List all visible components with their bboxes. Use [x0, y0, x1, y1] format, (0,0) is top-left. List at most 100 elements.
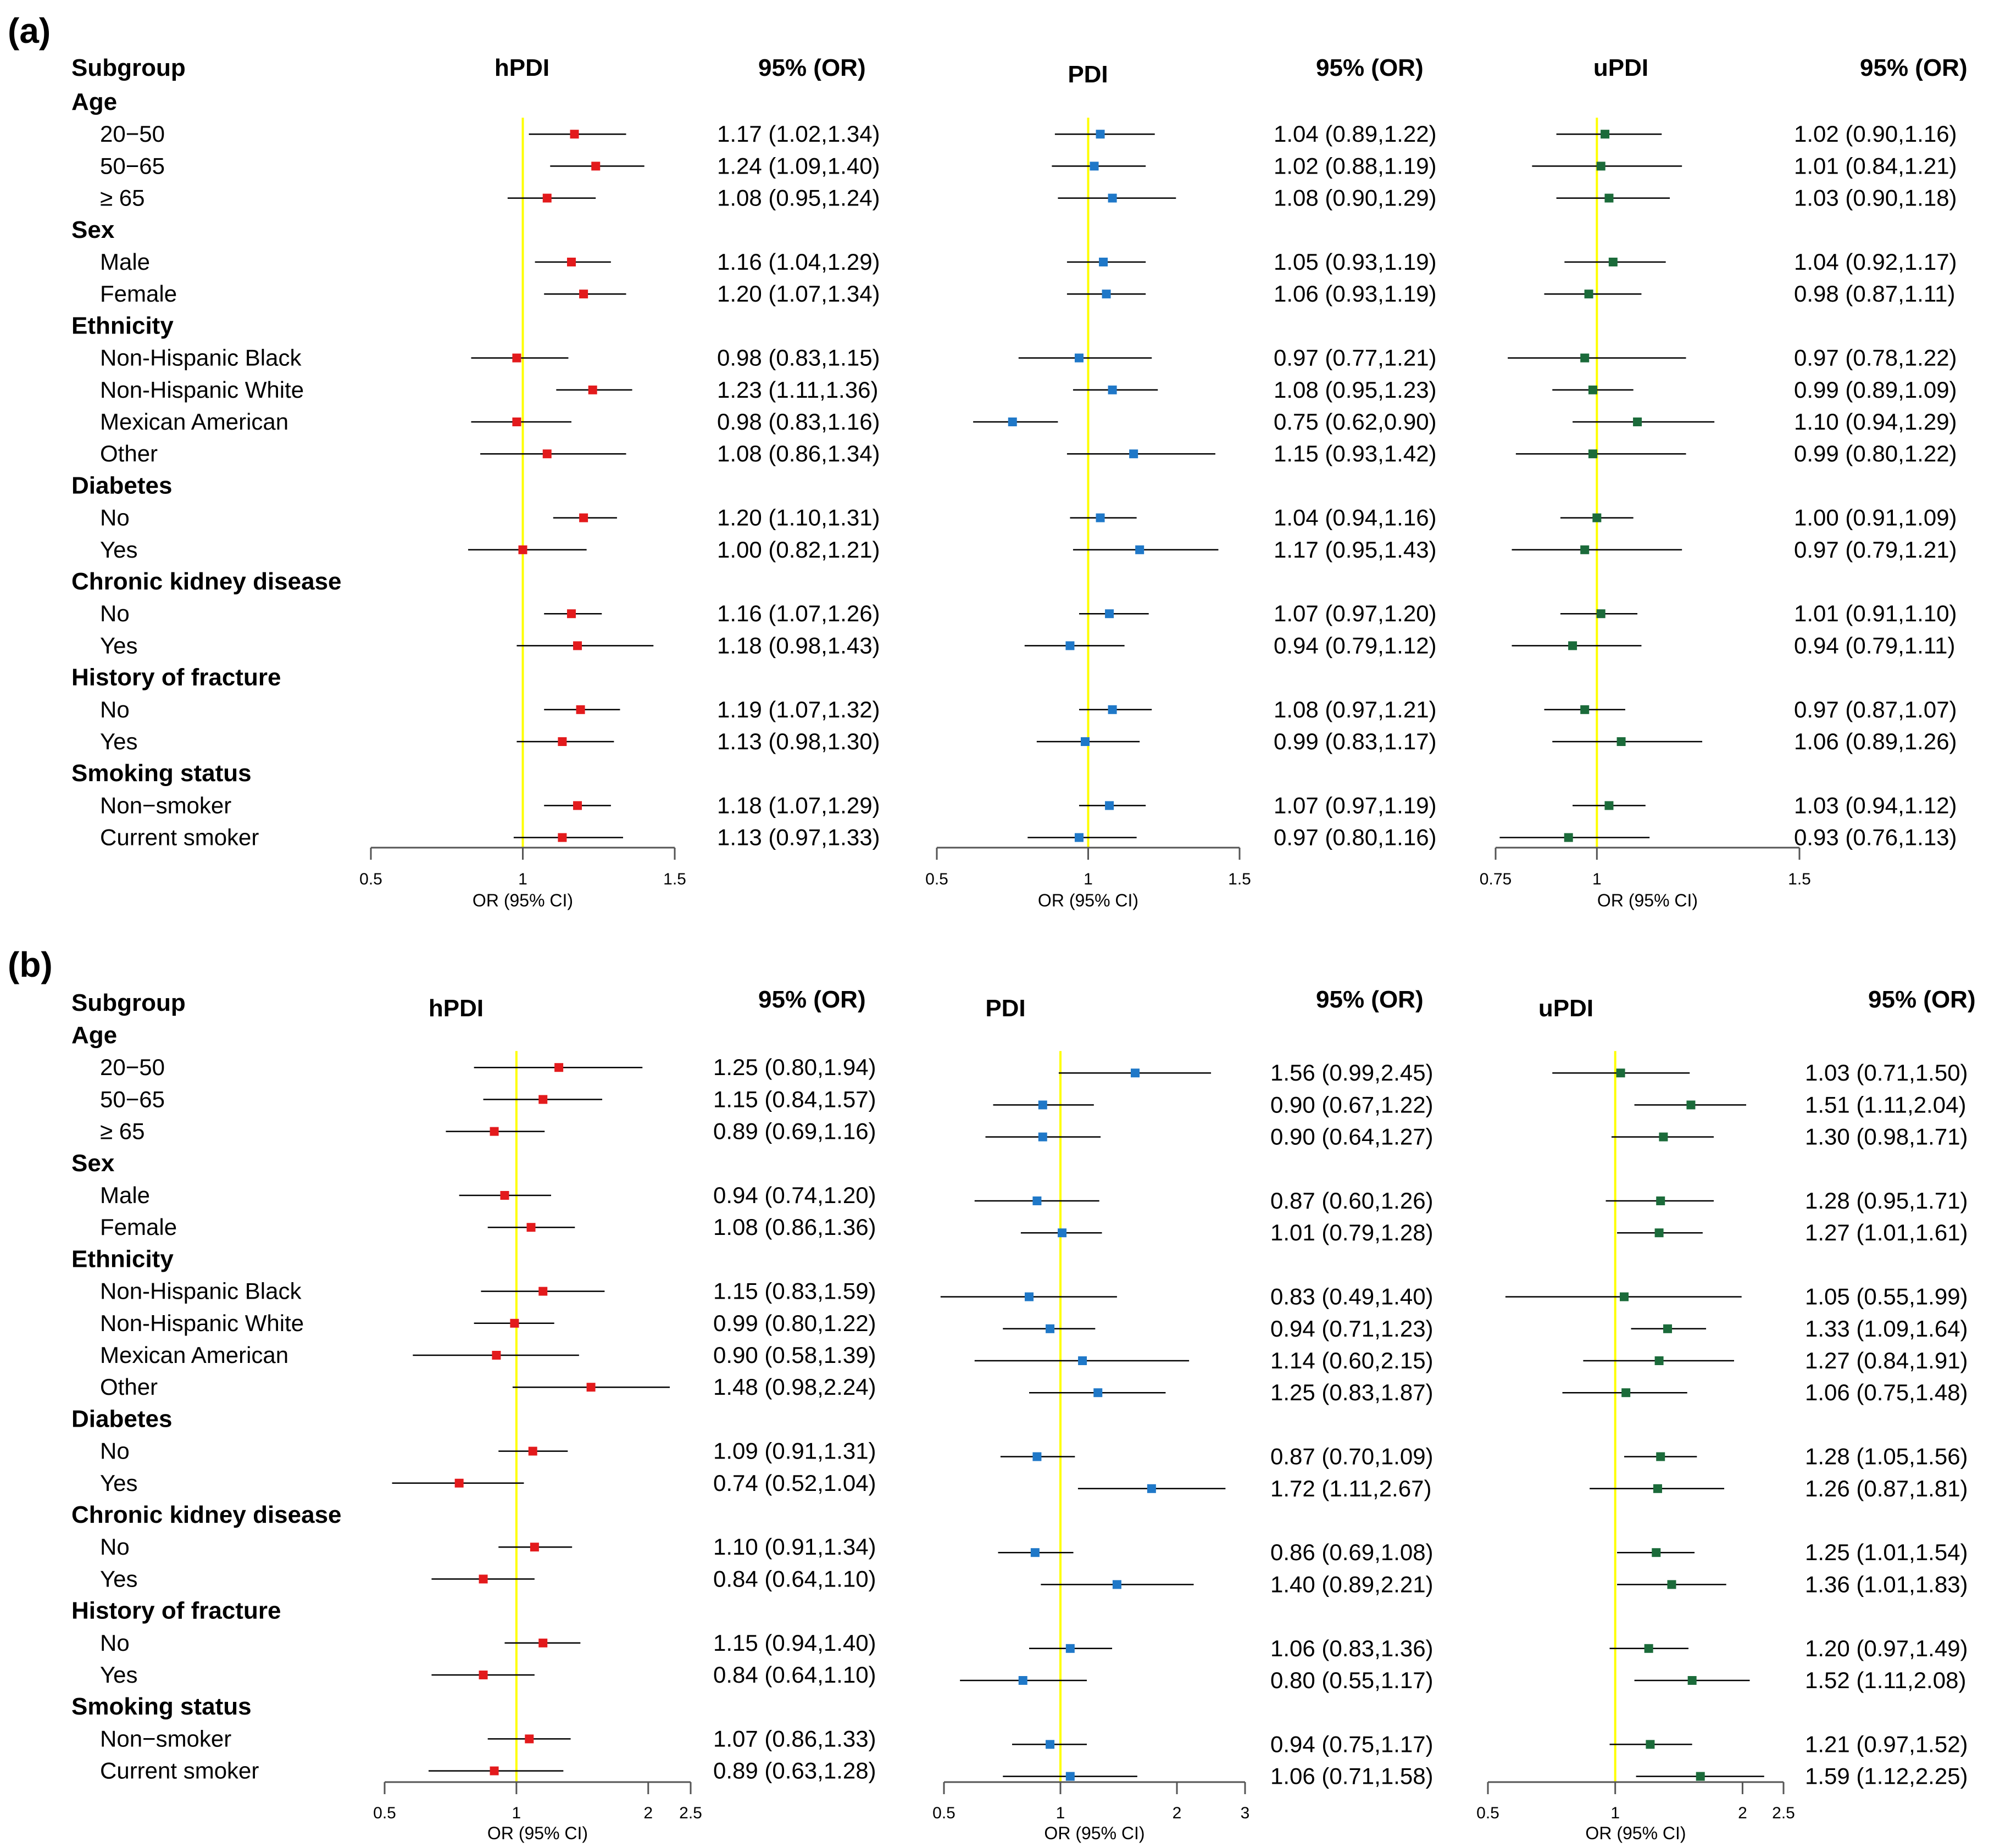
ci-value: 1.04 (0.89,1.22): [1274, 121, 1437, 147]
x-tick-label: 0.5: [925, 870, 948, 888]
or-point: [1588, 449, 1597, 459]
ci-value: 1.15 (0.93,1.42): [1274, 441, 1437, 466]
or-point: [512, 418, 521, 426]
or-point: [1096, 130, 1105, 139]
subgroup-label: Yes: [100, 1470, 138, 1496]
subgroup-label: 50−65: [100, 153, 165, 179]
ci-column-header: 95% (OR): [758, 986, 866, 1013]
subgroup-label: Current smoker: [100, 825, 259, 850]
ci-value: 1.06 (0.93,1.19): [1274, 281, 1437, 307]
x-tick-label: 0.5: [373, 1804, 396, 1822]
or-point: [538, 1638, 548, 1647]
ci-value: 0.75 (0.62,0.90): [1274, 409, 1437, 435]
or-point: [1093, 1388, 1103, 1398]
or-point: [1065, 641, 1075, 650]
panel-label: (a): [8, 11, 51, 51]
or-point: [1074, 353, 1084, 363]
ci-column-header: 95% (OR): [1868, 986, 1976, 1013]
group-label: Age: [71, 88, 117, 115]
x-tick-label: 1.5: [1228, 870, 1251, 888]
ci-value: 1.02 (0.90,1.16): [1794, 121, 1957, 147]
ci-column-header: 95% (OR): [1316, 54, 1424, 81]
or-point: [479, 1574, 488, 1584]
or-point: [1584, 290, 1593, 299]
ci-value: 1.08 (0.97,1.21): [1274, 697, 1437, 722]
or-point: [1652, 1548, 1661, 1557]
ci-value: 0.94 (0.74,1.20): [713, 1182, 876, 1208]
ci-value: 0.94 (0.71,1.23): [1270, 1316, 1434, 1342]
or-point: [1653, 1484, 1662, 1493]
ci-value: 1.01 (0.91,1.10): [1794, 600, 1957, 626]
ci-value: 0.97 (0.78,1.22): [1794, 345, 1957, 371]
or-point: [1025, 1292, 1034, 1301]
ci-value: 1.33 (1.09,1.64): [1805, 1316, 1968, 1342]
or-point: [1030, 1548, 1040, 1557]
ci-value: 1.05 (0.93,1.19): [1274, 249, 1437, 275]
subgroup-header: Subgroup: [71, 989, 186, 1016]
ci-column-header: 95% (OR): [1316, 986, 1424, 1013]
or-point: [573, 801, 582, 810]
ci-value: 1.13 (0.97,1.33): [717, 825, 880, 850]
ci-value: 1.18 (1.07,1.29): [717, 792, 880, 818]
ci-value: 1.25 (1.01,1.54): [1805, 1539, 1968, 1565]
ci-value: 1.17 (0.95,1.43): [1274, 537, 1437, 563]
or-point: [573, 641, 582, 650]
or-point: [1663, 1324, 1673, 1333]
or-point: [1601, 130, 1610, 139]
or-point: [510, 1318, 519, 1328]
x-tick-label: 0.75: [1480, 870, 1512, 888]
ci-value: 1.08 (0.86,1.34): [717, 441, 880, 466]
x-tick-label: 2.5: [1772, 1804, 1795, 1822]
subgroup-label: No: [100, 505, 130, 531]
subgroup-label: Yes: [100, 632, 138, 658]
or-point: [1596, 609, 1605, 619]
ci-value: 1.25 (0.83,1.87): [1270, 1379, 1434, 1405]
group-label: History of fracture: [71, 664, 281, 691]
or-point: [1038, 1100, 1047, 1110]
or-point: [1008, 418, 1017, 426]
or-point: [1105, 801, 1114, 810]
plot-title: hPDI: [495, 54, 549, 81]
ci-value: 1.08 (0.95,1.24): [717, 185, 880, 211]
or-point: [1102, 290, 1111, 299]
ci-value: 1.14 (0.60,2.15): [1270, 1348, 1434, 1373]
subgroup-label: Non-Hispanic Black: [100, 1278, 302, 1304]
group-label: History of fracture: [71, 1597, 281, 1624]
ci-value: 1.03 (0.90,1.18): [1794, 185, 1957, 211]
group-label: Smoking status: [71, 760, 252, 787]
subgroup-label: No: [100, 1438, 130, 1464]
or-point: [542, 449, 552, 459]
panel-label: (b): [8, 945, 53, 984]
or-point: [1564, 833, 1573, 842]
ci-value: 1.24 (1.09,1.40): [717, 153, 880, 179]
x-tick-label: 1: [1610, 1804, 1620, 1822]
ci-value: 1.36 (1.01,1.83): [1805, 1571, 1968, 1597]
ci-value: 1.23 (1.11,1.36): [717, 377, 878, 403]
subgroup-label: Mexican American: [100, 409, 288, 435]
ci-value: 1.06 (0.83,1.36): [1270, 1635, 1434, 1661]
ci-value: 0.80 (0.55,1.17): [1270, 1667, 1434, 1693]
or-point: [1108, 705, 1117, 714]
or-point: [1078, 1356, 1087, 1365]
ci-value: 1.01 (0.84,1.21): [1794, 153, 1957, 179]
ci-value: 0.98 (0.83,1.16): [717, 409, 880, 435]
ci-value: 0.84 (0.64,1.10): [713, 1662, 876, 1688]
ci-value: 0.94 (0.79,1.11): [1794, 632, 1955, 658]
x-axis-label: OR (95% CI): [1044, 1823, 1145, 1843]
or-point: [1608, 258, 1618, 266]
or-point: [1108, 193, 1117, 203]
or-point: [1604, 801, 1614, 810]
ci-value: 1.01 (0.79,1.28): [1270, 1220, 1434, 1245]
or-point: [576, 705, 585, 714]
x-tick-label: 0.5: [932, 1804, 955, 1822]
x-tick-label: 1: [512, 1804, 521, 1822]
x-tick-label: 2: [643, 1804, 653, 1822]
or-point: [1620, 1292, 1629, 1301]
subgroup-label: No: [100, 1630, 130, 1656]
ci-value: 1.51 (1.11,2.04): [1805, 1092, 1966, 1117]
or-point: [1592, 513, 1602, 522]
ci-value: 0.90 (0.67,1.22): [1270, 1092, 1434, 1117]
or-point: [1621, 1388, 1631, 1398]
group-label: Sex: [71, 216, 115, 243]
ci-value: 1.19 (1.07,1.32): [717, 697, 880, 722]
